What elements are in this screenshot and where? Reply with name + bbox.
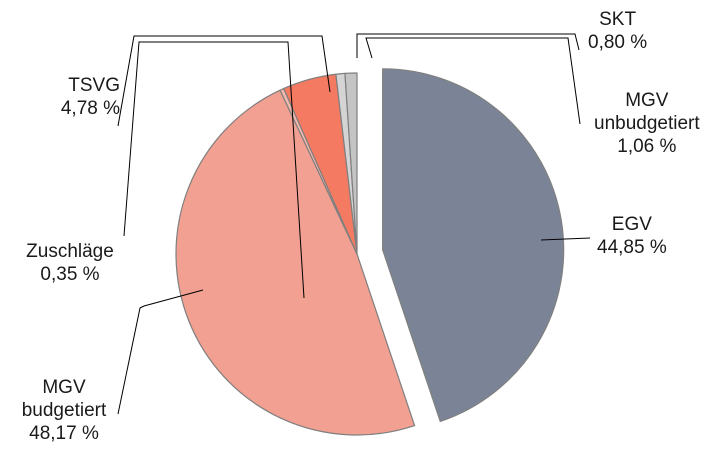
label-tsvg: TSVG 4,78 % bbox=[48, 74, 120, 120]
label-zuschlaege: Zuschläge 0,35 % bbox=[20, 240, 120, 286]
leader-zuschlaege bbox=[123, 41, 305, 299]
leader-mgv-unbudgetiert bbox=[365, 37, 581, 125]
label-egv-value: 44,85 % bbox=[597, 237, 667, 258]
label-mgv-budgetiert-line2: budgetiert bbox=[21, 400, 107, 421]
pie-slice-mgv-unbudgetiert bbox=[344, 72, 358, 255]
label-zuschlaege-name: Zuschläge bbox=[26, 241, 114, 262]
label-tsvg-name: TSVG bbox=[68, 75, 120, 96]
label-skt-value: 0,80 % bbox=[588, 32, 648, 53]
label-mgv-budgetiert: MGV budgetiert 48,17 % bbox=[14, 376, 114, 445]
label-mgv-unbudgetiert-line1: MGV bbox=[625, 90, 669, 111]
label-mgv-budgetiert-value: 48,17 % bbox=[29, 423, 99, 444]
label-skt-name: SKT bbox=[599, 9, 637, 30]
pie-slices bbox=[175, 68, 565, 436]
leader-lines bbox=[117, 33, 591, 415]
leader-skt bbox=[356, 33, 580, 58]
label-mgv-budgetiert-line1: MGV bbox=[42, 377, 86, 398]
label-mgv-unbudgetiert-value: 1,06 % bbox=[617, 136, 677, 157]
label-zuschlaege-value: 0,35 % bbox=[40, 264, 100, 285]
pie-slice-mgv-budgetiert bbox=[175, 89, 416, 436]
label-egv: EGV 44,85 % bbox=[597, 213, 667, 259]
label-tsvg-value: 4,78 % bbox=[60, 98, 120, 119]
label-egv-name: EGV bbox=[611, 214, 652, 235]
leader-tsvg bbox=[117, 35, 331, 127]
pie-slice-egv bbox=[382, 68, 565, 422]
label-mgv-unbudgetiert: MGV unbudgetiert 1,06 % bbox=[594, 89, 700, 158]
leader-egv bbox=[540, 237, 591, 241]
label-skt: SKT 0,80 % bbox=[588, 8, 647, 54]
leader-mgv-budgetiert bbox=[117, 289, 204, 415]
label-mgv-unbudgetiert-line2: unbudgetiert bbox=[594, 113, 700, 134]
